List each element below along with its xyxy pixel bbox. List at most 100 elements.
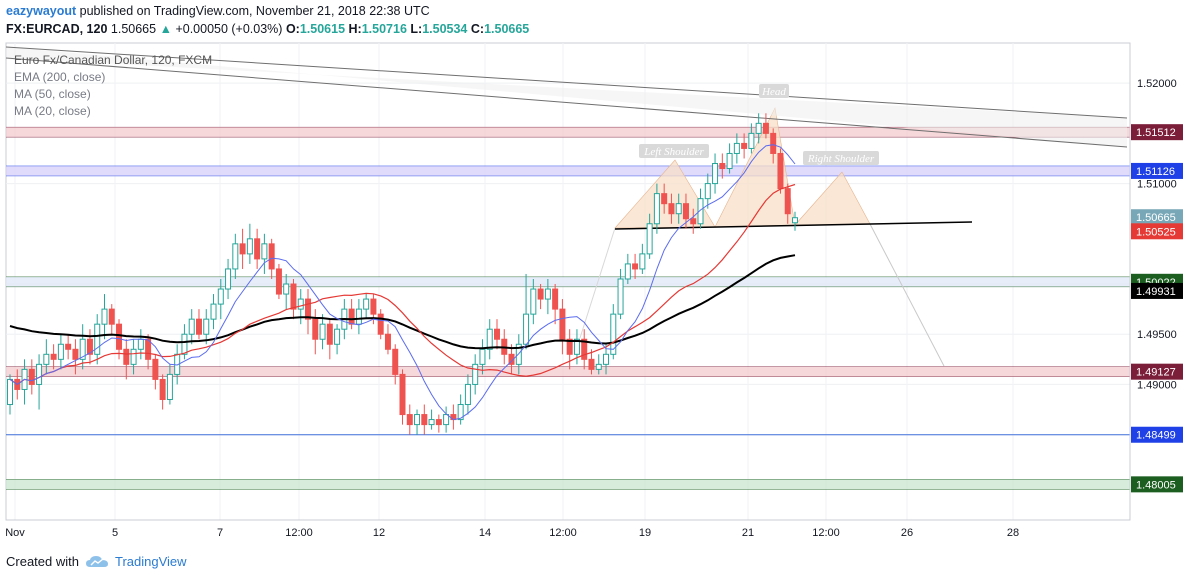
- candle-body[interactable]: [508, 353, 515, 365]
- candle-body[interactable]: [137, 338, 144, 350]
- candle-body[interactable]: [755, 122, 762, 134]
- neckline[interactable]: [614, 221, 973, 230]
- candle-body[interactable]: [523, 313, 530, 345]
- candle-body[interactable]: [319, 323, 326, 340]
- candle-body[interactable]: [457, 404, 464, 421]
- candle-body[interactable]: [72, 348, 79, 360]
- candle-body[interactable]: [297, 298, 304, 310]
- candle-body[interactable]: [290, 283, 297, 310]
- candle-body[interactable]: [28, 368, 35, 385]
- candle-body[interactable]: [145, 338, 152, 360]
- candle-body[interactable]: [661, 193, 668, 205]
- legend-ma50[interactable]: MA (50, close): [14, 87, 91, 101]
- candle-body[interactable]: [283, 283, 290, 295]
- candle-body[interactable]: [748, 132, 755, 149]
- candle-body[interactable]: [305, 298, 312, 320]
- candle-body[interactable]: [188, 318, 195, 335]
- candle-body[interactable]: [668, 203, 675, 215]
- candle-body[interactable]: [733, 142, 740, 154]
- candle-body[interactable]: [595, 363, 602, 370]
- candle-body[interactable]: [406, 414, 413, 426]
- candle-body[interactable]: [232, 243, 239, 270]
- candle-body[interactable]: [479, 348, 486, 365]
- candle-body[interactable]: [414, 414, 421, 426]
- candle-body[interactable]: [334, 328, 341, 345]
- ma50-line[interactable]: [9, 183, 796, 386]
- candle-body[interactable]: [704, 183, 711, 200]
- candle-body[interactable]: [225, 268, 232, 290]
- candle-body[interactable]: [435, 419, 442, 426]
- tradingview-brand[interactable]: TradingView: [114, 554, 187, 569]
- candle-body[interactable]: [770, 132, 777, 154]
- candle-body[interactable]: [355, 308, 362, 325]
- candle-body[interactable]: [116, 323, 123, 350]
- candle-body[interactable]: [428, 419, 435, 426]
- candle-body[interactable]: [726, 152, 733, 170]
- candle-body[interactable]: [712, 163, 719, 185]
- candle-body[interactable]: [326, 323, 333, 345]
- candle-body[interactable]: [261, 243, 268, 260]
- candle-body[interactable]: [610, 313, 617, 355]
- candle-body[interactable]: [530, 288, 537, 315]
- candle-body[interactable]: [792, 217, 798, 224]
- candle-body[interactable]: [94, 323, 101, 355]
- candle-body[interactable]: [486, 328, 493, 350]
- candle-body[interactable]: [552, 288, 559, 310]
- channel-lower-line[interactable]: [6, 57, 1128, 148]
- candle-body[interactable]: [632, 263, 639, 270]
- candle-body[interactable]: [370, 298, 377, 315]
- candle-body[interactable]: [50, 353, 57, 360]
- candle-body[interactable]: [181, 333, 188, 355]
- candle-body[interactable]: [624, 263, 631, 280]
- candle-body[interactable]: [392, 348, 399, 375]
- candle-body[interactable]: [268, 243, 275, 270]
- candle-body[interactable]: [777, 152, 784, 190]
- candle-body[interactable]: [195, 318, 202, 335]
- candle-body[interactable]: [36, 363, 43, 385]
- candle-body[interactable]: [741, 142, 748, 149]
- candle-body[interactable]: [86, 338, 93, 355]
- candle-body[interactable]: [348, 308, 355, 325]
- candle-body[interactable]: [399, 373, 406, 416]
- time-axis[interactable]: Nov 5 7 12:00 12 14 12:00 19 21 12:00 26 28: [5, 519, 1130, 539]
- candle-body[interactable]: [239, 243, 246, 255]
- candle-body[interactable]: [690, 218, 697, 225]
- ema200-line[interactable]: [9, 254, 796, 350]
- candle-body[interactable]: [246, 238, 253, 255]
- candle-body[interactable]: [588, 358, 595, 370]
- candle-body[interactable]: [421, 414, 428, 426]
- ma20-line[interactable]: [9, 144, 796, 421]
- candle-body[interactable]: [57, 343, 64, 360]
- candle-body[interactable]: [784, 188, 791, 215]
- candle-body[interactable]: [617, 278, 624, 315]
- candle-body[interactable]: [675, 203, 682, 215]
- candle-body[interactable]: [653, 193, 660, 225]
- channel-upper-line[interactable]: [6, 46, 1128, 119]
- candle-body[interactable]: [65, 343, 72, 350]
- candle-body[interactable]: [159, 378, 166, 400]
- candle-body[interactable]: [384, 333, 391, 350]
- candle-body[interactable]: [166, 373, 173, 400]
- candle-body[interactable]: [603, 353, 610, 365]
- legend-ema200[interactable]: EMA (200, close): [14, 70, 105, 84]
- candle-body[interactable]: [566, 338, 573, 355]
- candle-body[interactable]: [79, 338, 86, 360]
- candle-body[interactable]: [254, 238, 261, 260]
- candle-body[interactable]: [573, 338, 580, 355]
- candle-body[interactable]: [719, 163, 726, 170]
- candle-body[interactable]: [537, 288, 544, 300]
- candle-body[interactable]: [123, 348, 130, 365]
- candle-body[interactable]: [108, 308, 115, 325]
- candle-body[interactable]: [682, 203, 689, 220]
- candle-body[interactable]: [639, 253, 646, 270]
- candle-body[interactable]: [559, 308, 566, 340]
- candle-body[interactable]: [377, 313, 384, 335]
- candle-body[interactable]: [152, 358, 159, 380]
- price-chart[interactable]: Head Left Shoulder Right Shoulder Euro F…: [0, 0, 1188, 548]
- candle-body[interactable]: [472, 363, 479, 385]
- candle-body[interactable]: [7, 378, 13, 406]
- legend-title[interactable]: Euro Fx/Canadian Dollar, 120, FXCM: [14, 53, 212, 67]
- candle-body[interactable]: [130, 348, 137, 365]
- publisher-name[interactable]: eazywayout: [6, 4, 77, 18]
- legend-ma20[interactable]: MA (20, close): [14, 104, 91, 118]
